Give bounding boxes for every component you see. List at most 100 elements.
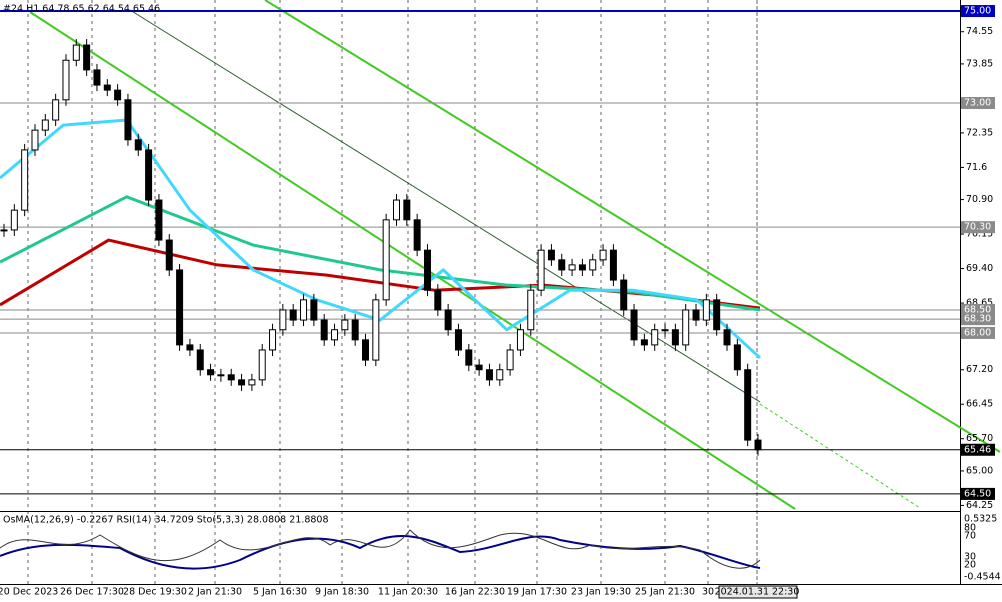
candle-body <box>62 59 70 101</box>
time-label: 23 Jan 19:30 <box>571 587 631 598</box>
candle-body <box>21 149 29 211</box>
candle-body <box>331 329 339 341</box>
candle-body <box>83 44 91 71</box>
candle-body <box>754 439 762 451</box>
price-tick-label: 64.25 <box>966 500 993 511</box>
candle-body <box>661 329 669 332</box>
candle-body <box>372 299 380 361</box>
time-label: 20 Dec 2023 <box>0 587 58 598</box>
candle-body <box>392 199 400 221</box>
time-axis: 20 Dec 2023 26 Dec 17:30 28 Dec 19:30 2 Jan… <box>0 585 800 599</box>
candle-body <box>713 299 721 331</box>
stochastic-line <box>0 529 761 569</box>
level-tag <box>961 303 995 316</box>
candle-body <box>258 349 266 381</box>
candle-body <box>651 329 659 346</box>
time-highlight <box>718 585 798 599</box>
time-label: 2 Jan 21:30 <box>188 587 242 598</box>
candle-body <box>72 44 80 61</box>
candle-body <box>362 339 370 361</box>
candle-body <box>93 69 101 86</box>
level-tag <box>961 326 995 339</box>
candle-body <box>165 239 173 271</box>
level-tag <box>961 313 995 326</box>
candle-body <box>413 219 421 251</box>
candle-body <box>609 249 617 281</box>
candle-body <box>620 279 628 311</box>
time-label: 28 Dec 19:30 <box>123 587 187 598</box>
candle-body <box>599 249 607 261</box>
price-tick-label: 68.65 <box>966 298 993 309</box>
price-tick-label: 70.90 <box>966 194 993 205</box>
candle-body <box>744 369 752 441</box>
price-tick-label: 69.40 <box>966 263 993 274</box>
price-tick-label: 67.20 <box>966 364 993 375</box>
candle-body <box>506 349 514 371</box>
candle-body <box>423 249 431 291</box>
price-tick-label: 70.15 <box>966 229 993 240</box>
time-label: 11 Jan 20:30 <box>378 587 438 598</box>
candle-body <box>114 89 122 101</box>
candle-body <box>320 319 328 341</box>
time-label: 19 Jan 17:30 <box>507 587 567 598</box>
candle-body <box>527 289 535 331</box>
candle-body <box>155 199 163 241</box>
candle-body <box>10 209 18 231</box>
level-tag <box>961 443 995 456</box>
candle-body <box>341 319 349 331</box>
level-label: 68.50 <box>964 304 991 315</box>
candle-body <box>238 379 246 386</box>
candle-body <box>196 349 204 371</box>
oscillator-tick-label: 0.5325 <box>964 514 997 525</box>
candle-body <box>269 329 277 351</box>
level-label: 68.00 <box>964 327 991 338</box>
level-label: 70.30 <box>964 222 991 233</box>
candle-body <box>176 269 184 346</box>
time-label: 16 Jan 22:30 <box>445 587 505 598</box>
candle-body <box>217 374 225 377</box>
candle-body <box>465 349 473 366</box>
price-tick-label: 71.6 <box>966 162 987 173</box>
candle-body <box>145 149 153 201</box>
candle-body <box>485 369 493 381</box>
candle-body <box>134 139 142 151</box>
candle-body <box>444 309 452 331</box>
level-label: 65.46 <box>964 444 991 455</box>
oscillator-tick-label: 70 <box>964 531 976 542</box>
candle-body <box>454 329 462 351</box>
candle-body <box>310 299 318 321</box>
moving-average <box>0 195 761 312</box>
candle-body <box>0 229 8 232</box>
candle-body <box>496 369 504 381</box>
time-label: 9 Jan 18:30 <box>315 587 369 598</box>
candle-body <box>671 329 679 346</box>
candle-body <box>568 264 576 271</box>
level-label: 73.00 <box>964 98 991 109</box>
candle-body <box>558 259 566 271</box>
candle-body <box>300 299 308 321</box>
candle-body <box>537 249 545 291</box>
candle-body <box>630 309 638 341</box>
price-tick-label: 73.85 <box>966 58 993 69</box>
price-axis: 74.5573.8572.3571.670.9070.1569.4068.656… <box>960 5 995 511</box>
level-tag <box>961 97 995 110</box>
channel-upper <box>264 0 1001 453</box>
time-label: 2024.01.31 22:30 <box>715 587 800 598</box>
time-label: 5 Jan 16:30 <box>253 587 307 598</box>
price-tick-label: 65.70 <box>966 433 993 444</box>
level-label: 68.30 <box>964 314 991 325</box>
time-grid <box>27 0 758 584</box>
candle-body <box>578 264 586 271</box>
candle-body <box>434 289 442 311</box>
candle-body <box>103 84 111 91</box>
level-label: 75.00 <box>964 6 991 17</box>
oscillator-tick-label: 80 <box>964 523 976 534</box>
price-tick-label: 66.45 <box>966 399 993 410</box>
candle-body <box>31 129 39 151</box>
price-tick-label: 65.00 <box>966 465 993 476</box>
candle-body <box>227 374 235 381</box>
price-tick-label: 72.35 <box>966 127 993 138</box>
